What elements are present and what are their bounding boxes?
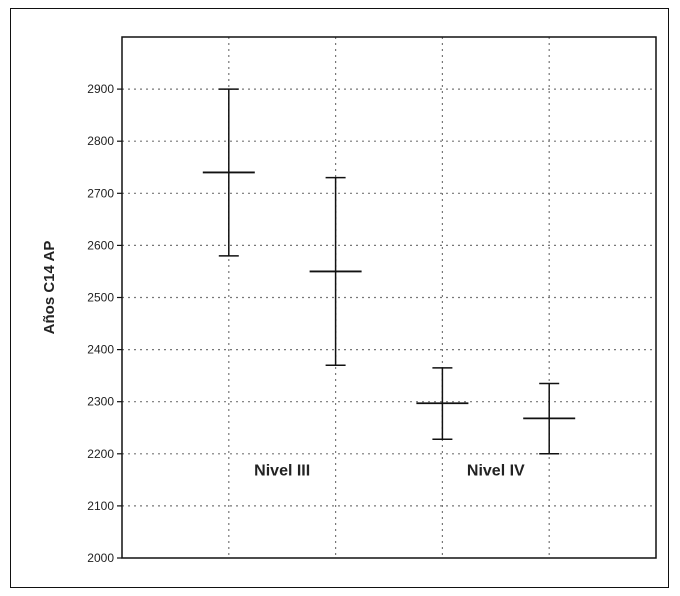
y-tick-label: 2800 (87, 134, 114, 148)
y-axis-label: Años C14 AP (41, 241, 58, 335)
group-label: Nivel IV (467, 462, 525, 479)
y-tick-label: 2600 (87, 238, 114, 252)
y-tick-label: 2400 (87, 343, 114, 357)
y-tick-label: 2000 (87, 551, 114, 565)
y-tick-label: 2300 (87, 395, 114, 409)
y-tick-label: 2200 (87, 447, 114, 461)
y-tick-label: 2500 (87, 291, 114, 305)
group-label: Nivel III (254, 462, 310, 479)
plot-area-border (121, 36, 657, 559)
y-tick-label: 2700 (87, 186, 114, 200)
y-tick-label: 2100 (87, 499, 114, 513)
y-tick-label: 2900 (87, 82, 114, 96)
